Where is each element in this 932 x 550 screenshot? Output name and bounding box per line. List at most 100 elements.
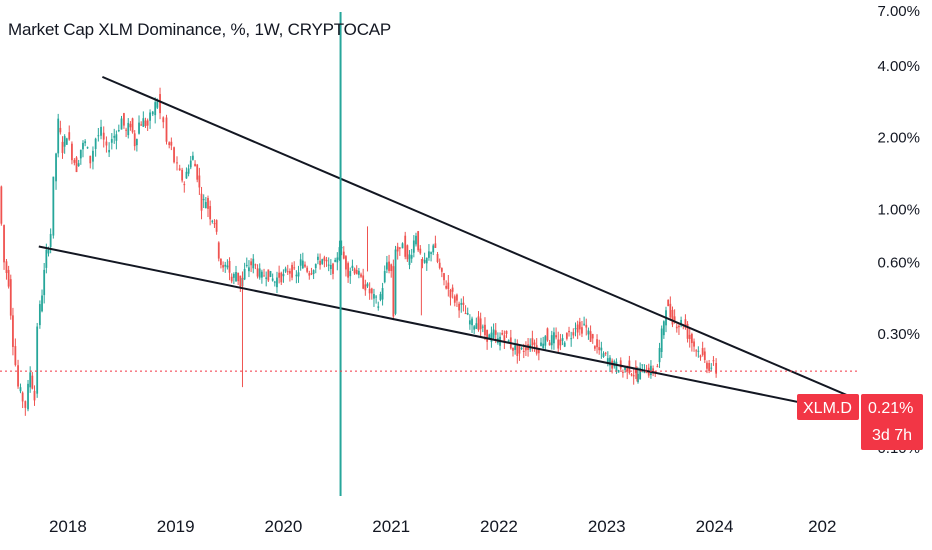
candle-body xyxy=(27,383,29,410)
candle-body xyxy=(518,345,521,354)
candle-body xyxy=(142,118,145,127)
candle-body xyxy=(563,342,566,347)
trendline-upper[interactable] xyxy=(101,75,858,401)
candle-body xyxy=(222,265,224,268)
candle-body xyxy=(187,168,190,174)
y-axis: 7.00%4.00%2.00%1.00%0.60%0.30%0.10% xyxy=(877,3,920,457)
candle-body xyxy=(537,349,540,354)
candle-body xyxy=(412,240,415,253)
candle-body xyxy=(61,141,64,153)
candle-body xyxy=(544,336,547,346)
candle-body xyxy=(587,330,590,335)
candle-body xyxy=(115,134,118,141)
candle-body xyxy=(415,235,417,245)
candle-body xyxy=(360,274,362,277)
candle-body xyxy=(9,279,12,316)
candle-body xyxy=(86,147,89,149)
candle-body xyxy=(507,340,510,343)
candle-body xyxy=(45,249,48,268)
candle-body xyxy=(434,243,437,248)
candle-body xyxy=(63,136,66,147)
candle-body xyxy=(127,122,130,136)
candle-body xyxy=(162,117,165,123)
candle-body xyxy=(102,132,105,140)
candle-body xyxy=(65,138,68,145)
candle-body xyxy=(501,332,504,335)
candle-body xyxy=(92,150,94,162)
candle-body xyxy=(310,273,313,275)
candle-body xyxy=(695,350,698,352)
candle-body xyxy=(419,248,422,254)
candle-body xyxy=(301,260,304,269)
candle-body xyxy=(712,360,715,362)
candle-body xyxy=(239,275,242,288)
candle-body xyxy=(578,321,581,330)
candle-body xyxy=(660,328,663,353)
candle-body xyxy=(604,352,607,354)
candle-body xyxy=(572,332,575,336)
candle-body xyxy=(512,347,514,351)
candle-body xyxy=(596,339,598,348)
candle-body xyxy=(276,277,278,288)
candle-body xyxy=(456,294,458,301)
candle-body xyxy=(215,220,218,232)
candle-body xyxy=(703,351,706,360)
candle-body xyxy=(699,355,702,358)
candle-body xyxy=(401,243,404,249)
candle-body xyxy=(12,315,14,347)
candle-body xyxy=(176,162,178,164)
candle-body xyxy=(715,362,718,374)
candle-body xyxy=(673,316,676,322)
candle-body xyxy=(396,246,399,252)
candle-body xyxy=(516,343,519,356)
candle-body xyxy=(475,323,478,329)
candle-body xyxy=(59,127,62,133)
candle-body xyxy=(598,347,601,351)
candle-body xyxy=(693,341,695,347)
candle-body xyxy=(36,326,39,394)
candle-body xyxy=(97,135,100,137)
candle-body xyxy=(254,264,257,266)
candle-body xyxy=(553,332,555,344)
y-tick-label: 0.60% xyxy=(877,254,920,271)
candle-body xyxy=(220,258,222,265)
candle-body xyxy=(336,257,339,263)
candle-body xyxy=(542,343,545,348)
trendlines-group xyxy=(38,75,858,415)
candle-body xyxy=(170,141,173,146)
candle-body xyxy=(41,295,43,312)
candle-body xyxy=(366,283,369,287)
candle-body xyxy=(488,334,491,340)
candle-body xyxy=(29,372,32,388)
candle-body xyxy=(710,367,713,369)
candle-body xyxy=(43,269,46,296)
candle-body xyxy=(555,335,557,338)
chart-title: Market Cap XLM Dominance, %, 1W, CRYPTOC… xyxy=(8,20,392,39)
candle-body xyxy=(581,327,583,334)
candle-body xyxy=(156,101,159,108)
candle-body xyxy=(423,259,426,263)
symbol-label: XLM.D xyxy=(803,400,852,417)
candle-body xyxy=(468,320,471,325)
candle-body xyxy=(408,254,411,266)
candle-body xyxy=(388,261,390,271)
candle-body xyxy=(159,94,161,114)
candle-body xyxy=(671,309,674,325)
candle-body xyxy=(269,271,272,277)
candle-body xyxy=(609,357,611,366)
candle-body xyxy=(306,267,309,272)
candle-body xyxy=(593,346,596,349)
y-tick-label: 1.00% xyxy=(877,202,920,219)
candle-body xyxy=(52,176,55,236)
trendline-lower[interactable] xyxy=(38,245,853,415)
candle-body xyxy=(235,272,237,282)
candle-body xyxy=(390,264,393,271)
candle-body xyxy=(252,258,255,269)
candle-body xyxy=(232,273,235,278)
candle-body xyxy=(258,268,261,278)
candle-body xyxy=(345,256,347,270)
candle-body xyxy=(525,347,527,351)
candle-body xyxy=(100,126,102,136)
candle-body xyxy=(154,102,157,116)
